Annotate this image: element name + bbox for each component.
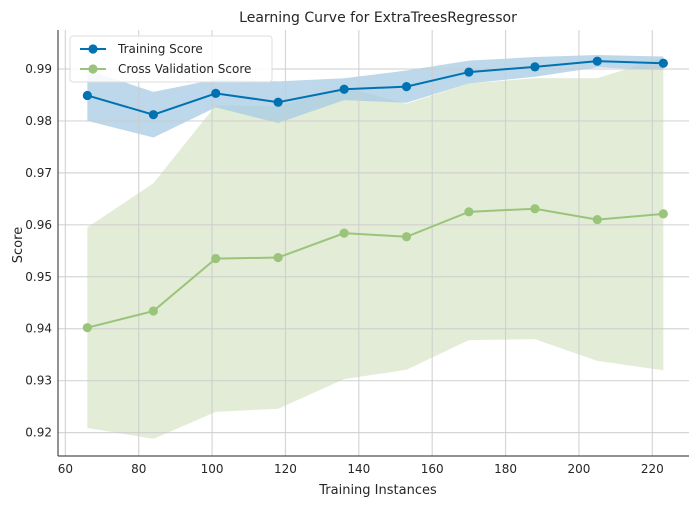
point-cross-validation-score [211, 253, 221, 264]
x-tick-label: 220 [641, 462, 664, 476]
legend-marker-training-score [88, 44, 98, 54]
x-tick-label: 60 [58, 462, 73, 476]
band-cross-validation-score [87, 57, 664, 439]
point-training-score [148, 110, 158, 120]
axes [57, 30, 689, 457]
x-tick-label: 180 [494, 462, 517, 476]
y-tick-label: 0.92 [25, 426, 52, 440]
point-cross-validation-score [401, 232, 412, 242]
band-training-score [87, 54, 664, 138]
point-training-score [82, 90, 92, 101]
point-training-score [211, 88, 221, 98]
y-tick-label: 0.94 [25, 322, 52, 336]
point-cross-validation-score [530, 204, 540, 214]
point-training-score [339, 84, 349, 94]
point-cross-validation-score [339, 228, 349, 238]
x-tick-label: 140 [347, 462, 370, 476]
point-cross-validation-score [592, 215, 602, 225]
x-tick-label: 200 [567, 462, 590, 476]
x-tick-label: 120 [274, 462, 297, 476]
line-cross-validation-score [87, 207, 664, 329]
chart-title: Learning Curve for ExtraTreesRegressor [239, 10, 517, 26]
point-cross-validation-score [82, 323, 92, 333]
legend-label-cross-validation-score: Cross Validation Score [118, 62, 251, 76]
point-training-score [658, 58, 668, 68]
legend: Training Score Cross Validation Score [69, 35, 273, 83]
confidence-bands [87, 54, 664, 439]
line-training-score [87, 60, 664, 116]
y-axis-label: Score [11, 227, 26, 263]
point-cross-validation-score [464, 207, 474, 217]
y-tick-label: 0.99 [25, 62, 52, 76]
point-training-score [273, 97, 283, 107]
point-cross-validation-score [148, 306, 158, 316]
y-tick-label: 0.95 [25, 270, 52, 284]
point-cross-validation-score [658, 209, 668, 219]
legend-marker-cross-validation-score [88, 64, 98, 74]
x-tick-label: 100 [201, 462, 224, 476]
y-tick-label: 0.97 [25, 166, 52, 180]
point-training-score [401, 82, 412, 92]
x-tick-label: 80 [131, 462, 146, 476]
point-training-score [464, 67, 474, 77]
point-training-score [530, 62, 540, 72]
tick-labels: 60 80 100 120 140 160 180 200 220 0.92 0.93 0.94 0.9… [25, 62, 663, 476]
legend-label-training-score: Training Score [117, 42, 203, 56]
series-points [82, 56, 668, 333]
point-cross-validation-score [273, 252, 283, 263]
point-training-score [592, 56, 602, 66]
y-tick-label: 0.98 [25, 114, 52, 128]
y-tick-label: 0.93 [25, 374, 52, 388]
y-tick-label: 0.96 [25, 218, 52, 232]
x-axis-label: Training Instances [318, 483, 437, 498]
series-lines [87, 60, 664, 329]
legend-box [69, 35, 273, 83]
x-tick-label: 160 [421, 462, 444, 476]
